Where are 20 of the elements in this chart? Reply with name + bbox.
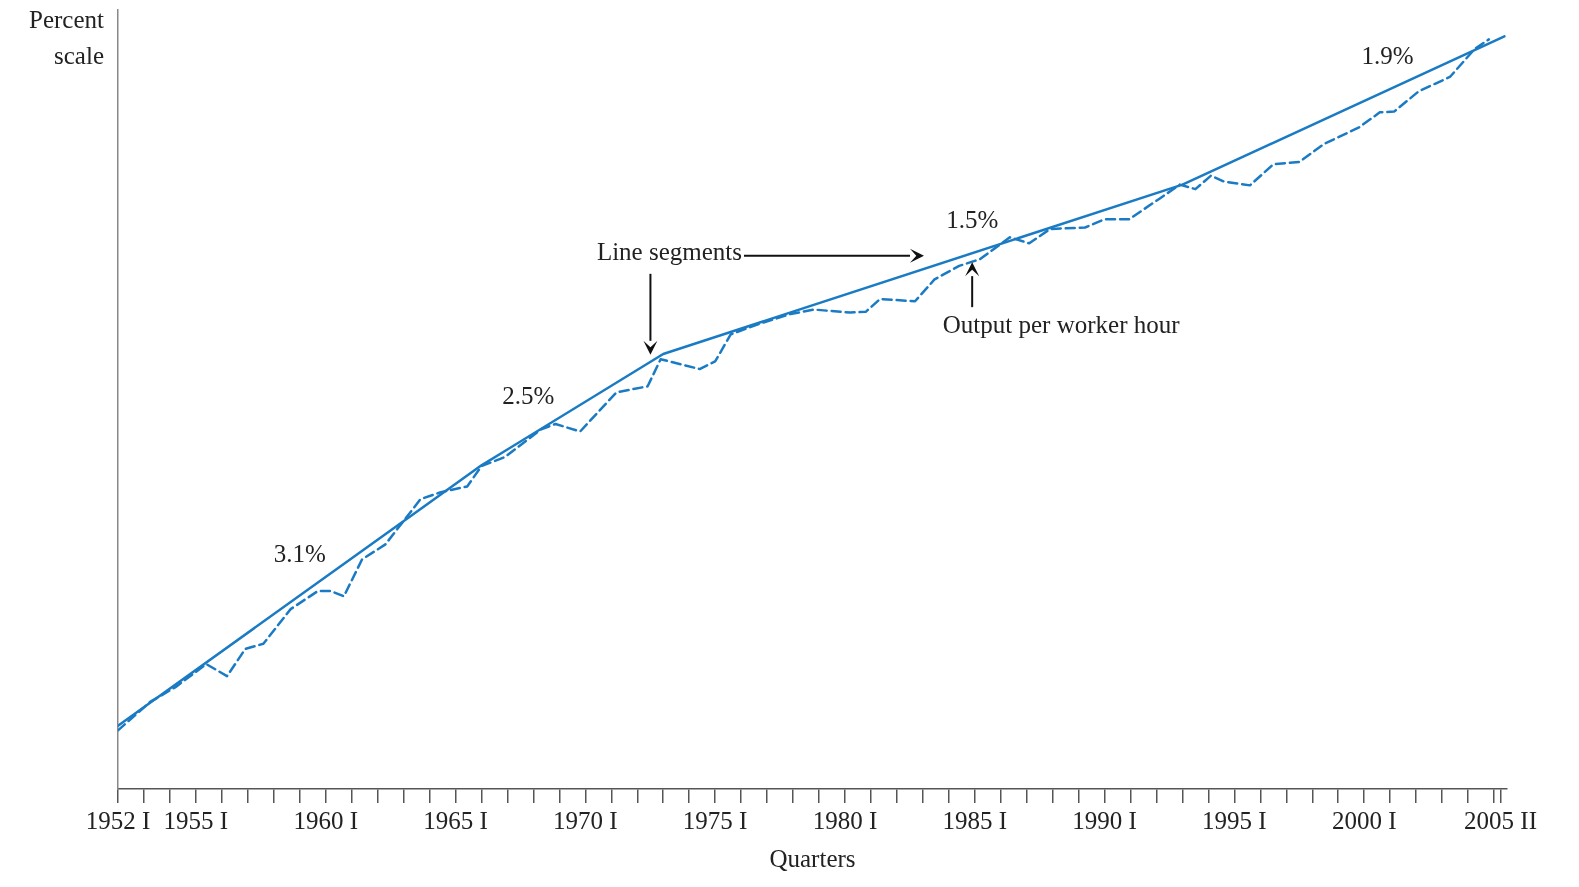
- x-tick-label: 1970 I: [553, 806, 618, 834]
- x-tick-label: 1980 I: [812, 806, 878, 834]
- x-tick-label: 2005 II: [1464, 806, 1537, 834]
- y-axis-title: Percent scale: [28, 5, 104, 71]
- x-axis-title: Quarters: [769, 844, 856, 872]
- x-tick-label: 1975 I: [682, 806, 748, 834]
- x-tick-label: 1990 I: [1072, 806, 1137, 834]
- annotation: 1.5%: [946, 205, 999, 233]
- x-tick-label: 1985 I: [942, 806, 1008, 834]
- x-tick-label: 1995 I: [1202, 806, 1267, 834]
- x-tick-label: 1965 I: [423, 806, 488, 834]
- annotation: 3.1%: [273, 540, 326, 568]
- annotation: Output per worker hour: [942, 310, 1181, 338]
- x-tick-label: 1955 I: [163, 806, 229, 834]
- annotation: Line segments: [596, 238, 742, 266]
- x-tick-label: 1960 I: [293, 806, 358, 834]
- annotation: 1.9%: [1361, 42, 1414, 70]
- x-tick-label: 2000 I: [1331, 806, 1397, 834]
- x-tick-label: 1952 I: [85, 806, 151, 834]
- annotation: 2.5%: [502, 382, 555, 410]
